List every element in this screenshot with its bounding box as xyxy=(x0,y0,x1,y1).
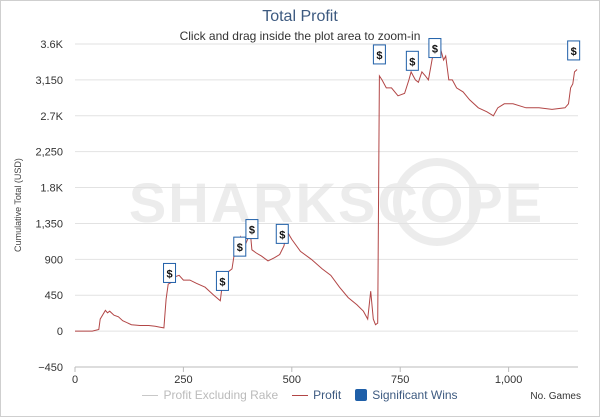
svg-text:$: $ xyxy=(219,276,225,288)
significant-win-marker[interactable]: $ xyxy=(372,44,386,65)
significant-win-marker[interactable]: $ xyxy=(275,223,289,244)
y-tick-label: 1,350 xyxy=(35,218,63,230)
legend-item-excl-rake[interactable]: Profit Excluding Rake xyxy=(142,388,278,402)
y-tick-label: 3.6K xyxy=(40,39,63,51)
y-tick-label: 0 xyxy=(57,326,63,338)
y-axis-label: Cumulative Total (USD) xyxy=(13,158,23,252)
significant-win-marker[interactable]: $ xyxy=(233,236,247,257)
significant-win-marker[interactable]: $ xyxy=(215,270,229,291)
watermark-text: SHARKSCOPE xyxy=(129,171,544,234)
significant-win-marker[interactable]: $ xyxy=(405,50,419,71)
y-tick-label: 3,150 xyxy=(35,75,63,87)
y-tick-label: −450 xyxy=(38,362,63,374)
chart-legend: Profit Excluding Rake Profit Significant… xyxy=(0,388,600,402)
svg-text:$: $ xyxy=(166,268,172,280)
x-tick-label: 500 xyxy=(283,374,301,386)
svg-text:$: $ xyxy=(409,56,415,68)
legend-label-profit: Profit xyxy=(313,388,342,402)
legend-item-profit[interactable]: Profit xyxy=(292,388,341,402)
y-tick-label: 900 xyxy=(45,254,63,266)
legend-label-significant-wins: Significant Wins xyxy=(372,388,458,402)
significant-win-marker[interactable]: $ xyxy=(567,40,581,61)
legend-swatch-profit xyxy=(292,394,309,396)
legend-label-excl-rake: Profit Excluding Rake xyxy=(163,388,279,402)
svg-text:$: $ xyxy=(279,229,285,241)
x-tick-label: 250 xyxy=(174,374,192,386)
y-tick-label: 2,250 xyxy=(35,147,63,159)
x-axis-label: No. Games xyxy=(530,391,581,402)
x-tick-label: 750 xyxy=(391,374,409,386)
svg-text:$: $ xyxy=(237,242,243,254)
significant-win-marker[interactable]: $ xyxy=(245,219,259,240)
x-tick-label: 0 xyxy=(72,374,78,386)
y-tick-label: 2.7K xyxy=(40,111,63,123)
profit-series-line xyxy=(75,42,578,332)
chart-subtitle: Click and drag inside the plot area to z… xyxy=(179,29,421,43)
legend-swatch-significant-wins xyxy=(355,389,368,401)
svg-text:$: $ xyxy=(249,225,255,237)
significant-win-marker[interactable]: $ xyxy=(428,38,442,59)
svg-text:$: $ xyxy=(571,46,577,58)
y-tick-label: 450 xyxy=(45,290,63,302)
chart-title: Total Profit xyxy=(262,8,338,25)
watermark-scope-icon xyxy=(393,158,481,246)
legend-swatch-excl-rake xyxy=(142,394,159,396)
x-tick-label: 1,000 xyxy=(495,374,523,386)
y-tick-label: 1.8K xyxy=(40,183,63,195)
svg-text:$: $ xyxy=(376,50,382,62)
legend-item-significant-wins[interactable]: Significant Wins xyxy=(355,388,458,402)
significant-win-marker[interactable]: $ xyxy=(163,262,177,283)
svg-text:$: $ xyxy=(432,44,438,56)
